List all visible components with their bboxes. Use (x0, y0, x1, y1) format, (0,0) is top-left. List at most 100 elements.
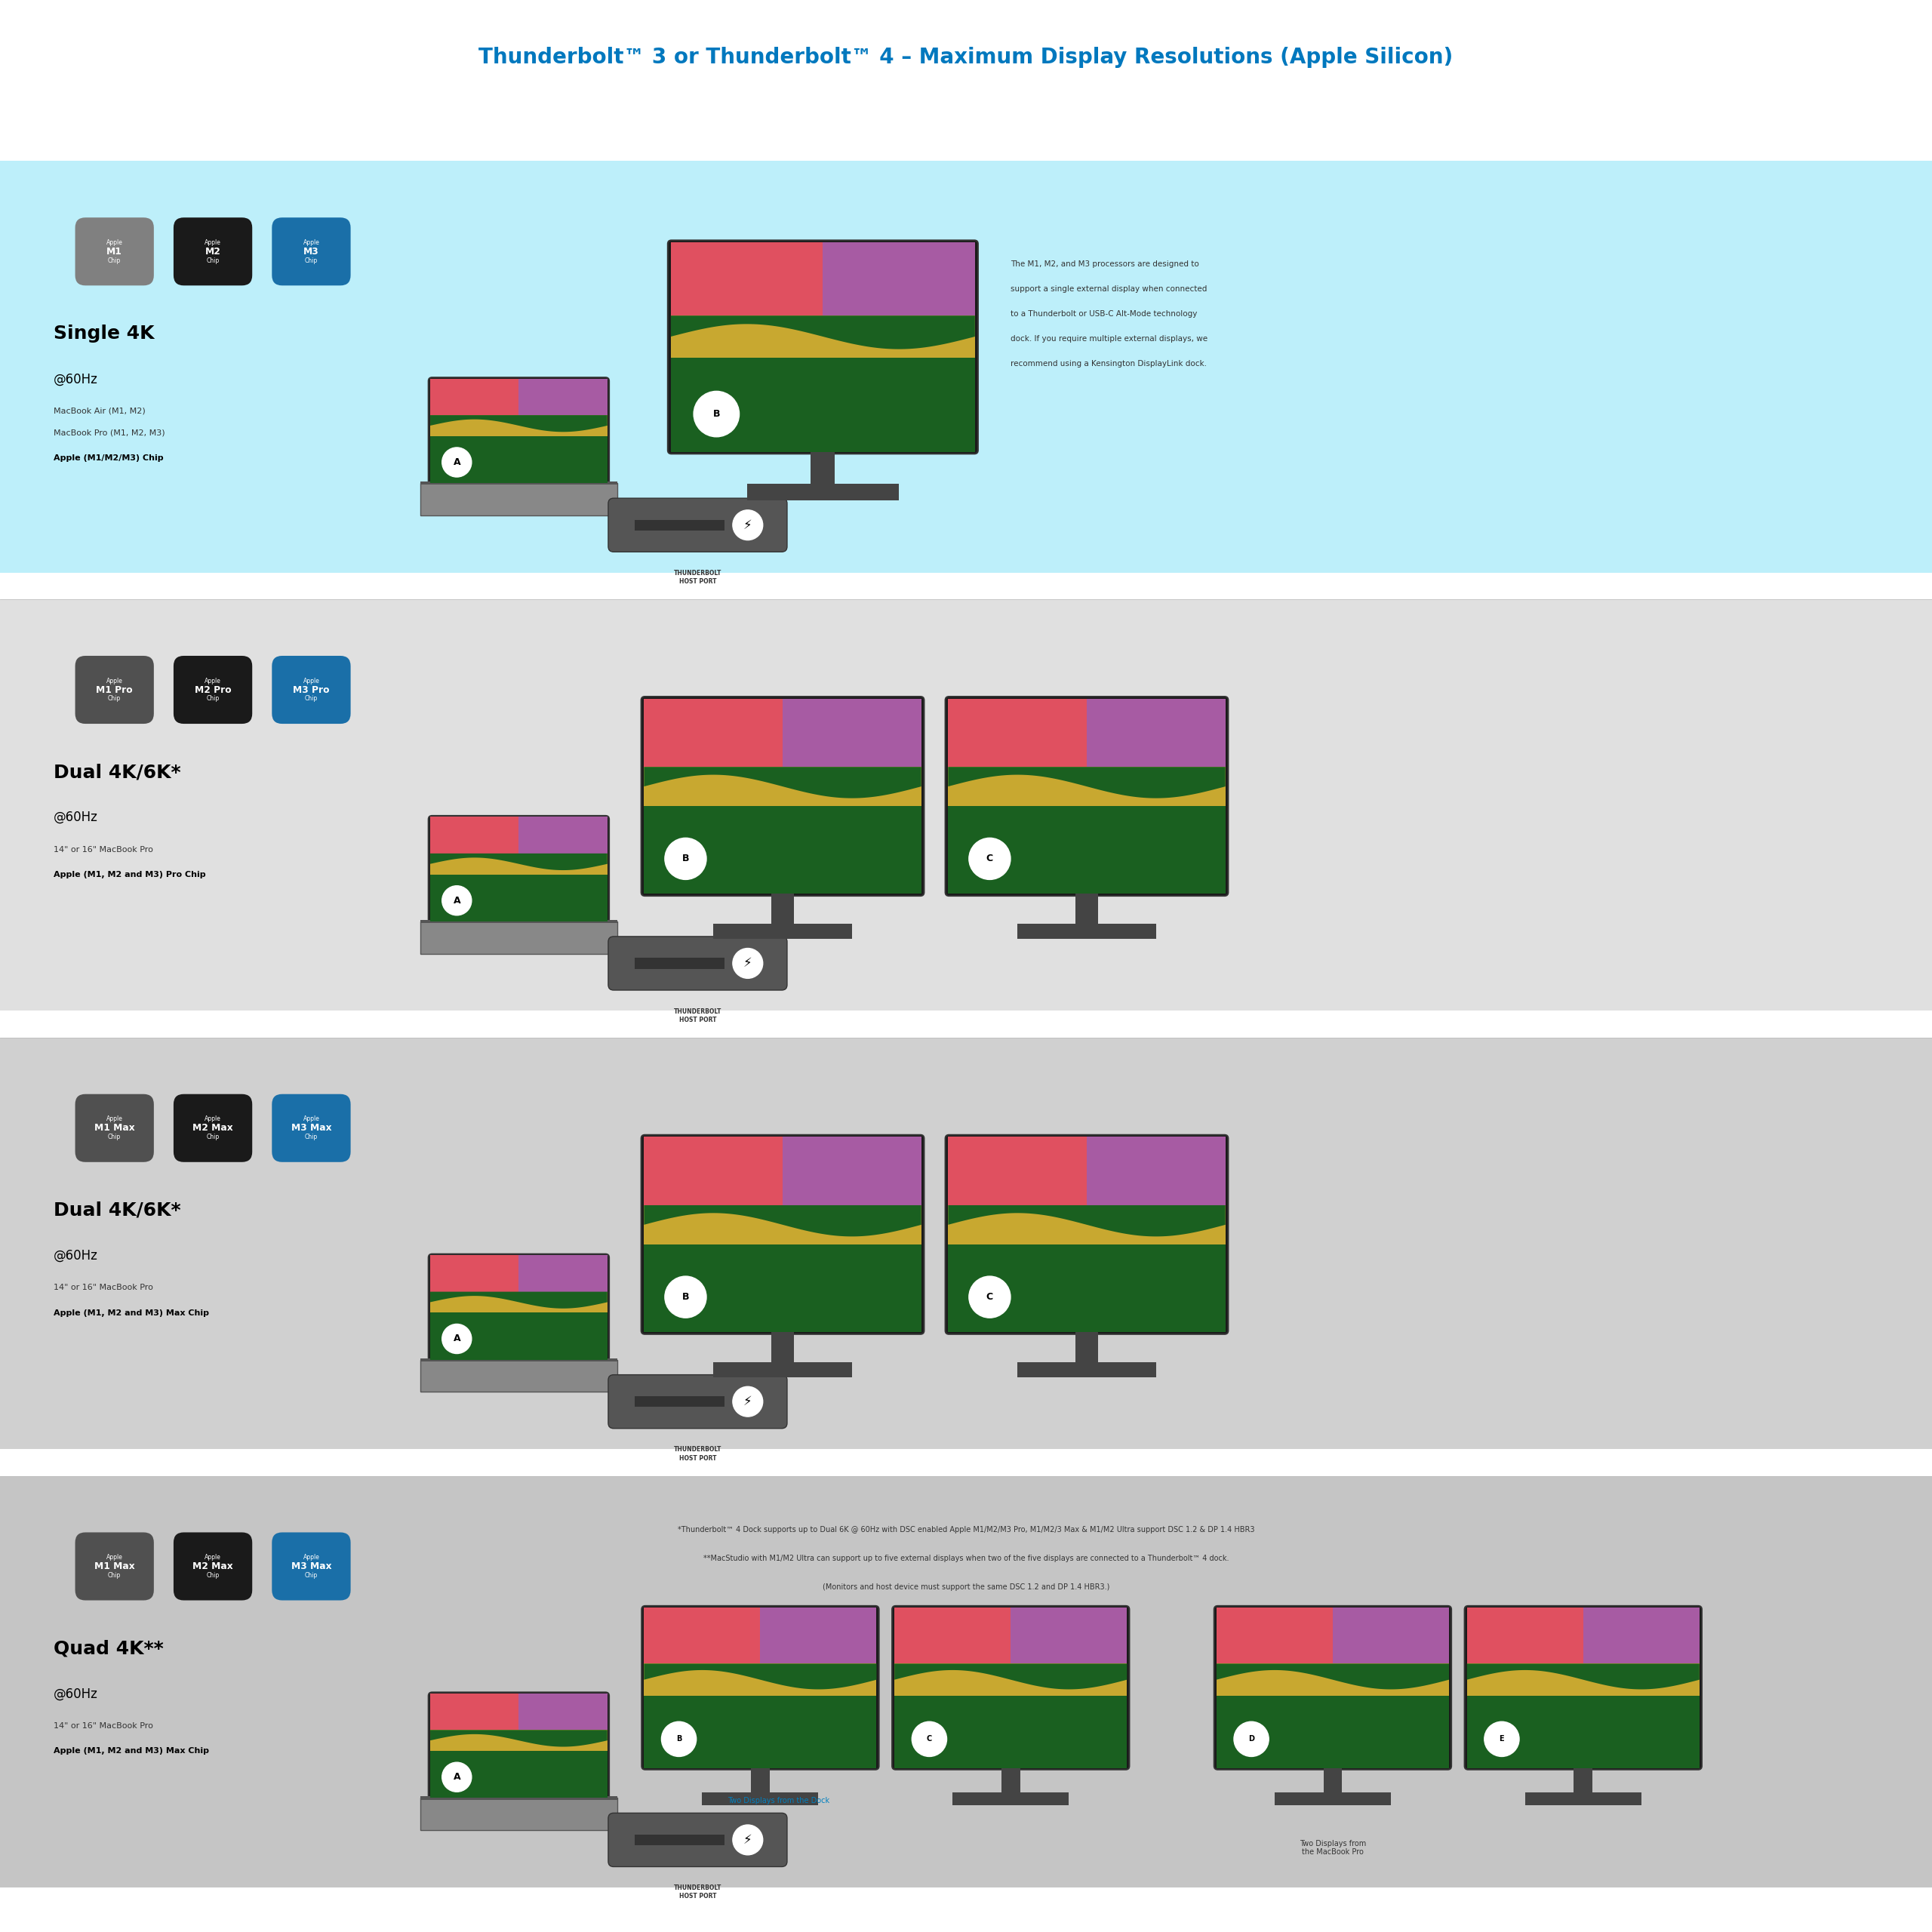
Text: @60Hz: @60Hz (54, 811, 99, 825)
Text: Apple: Apple (303, 240, 319, 245)
FancyBboxPatch shape (75, 655, 155, 724)
FancyBboxPatch shape (174, 1094, 253, 1161)
Bar (643, 1607, 877, 1768)
Bar (1275, 1793, 1391, 1804)
FancyBboxPatch shape (945, 1134, 1229, 1335)
Bar (636, 1397, 724, 1406)
FancyBboxPatch shape (75, 1094, 155, 1161)
Text: M2 Max: M2 Max (193, 1122, 234, 1132)
Text: Chip: Chip (108, 257, 122, 265)
Text: ⚡: ⚡ (744, 1833, 752, 1847)
FancyBboxPatch shape (945, 697, 1229, 896)
Text: M1 Max: M1 Max (95, 1561, 135, 1571)
Bar (761, 1607, 877, 1663)
Text: Apple: Apple (303, 1115, 319, 1122)
Circle shape (732, 1826, 763, 1855)
Polygon shape (643, 1663, 877, 1689)
Polygon shape (431, 1293, 607, 1308)
Bar (431, 1729, 607, 1750)
Bar (421, 1360, 616, 1391)
Bar (1323, 1764, 1343, 1793)
Text: Apple (M1/M2/M3) Chip: Apple (M1/M2/M3) Chip (54, 454, 164, 462)
Text: MacBook Pro (M1, M2, M3): MacBook Pro (M1, M2, M3) (54, 429, 164, 437)
FancyBboxPatch shape (609, 937, 786, 989)
Text: M2 Max: M2 Max (193, 1561, 234, 1571)
Text: @60Hz: @60Hz (54, 373, 99, 386)
Text: Apple (M1, M2 and M3) Pro Chip: Apple (M1, M2 and M3) Pro Chip (54, 871, 207, 879)
Bar (0, 1037, 1932, 1449)
Polygon shape (431, 854, 607, 869)
Text: **MacStudio with M1/M2 Ultra can support up to five external displays when two o: **MacStudio with M1/M2 Ultra can support… (703, 1555, 1229, 1561)
Bar (811, 446, 835, 483)
Bar (636, 958, 724, 968)
Text: B: B (682, 1293, 690, 1302)
Text: Chip: Chip (207, 1134, 220, 1140)
Text: Chip: Chip (108, 696, 122, 701)
Text: M1: M1 (106, 247, 122, 257)
Text: *Thunderbolt™ 4 Dock supports up to Dual 6K @ 60Hz with DSC enabled Apple M1/M2/: *Thunderbolt™ 4 Dock supports up to Dual… (678, 1526, 1254, 1534)
Text: Chip: Chip (108, 1134, 122, 1140)
FancyBboxPatch shape (668, 240, 978, 454)
Circle shape (732, 1387, 763, 1416)
Bar (782, 1136, 922, 1206)
Circle shape (912, 1721, 947, 1756)
Bar (421, 481, 616, 485)
Bar (1076, 1327, 1097, 1362)
FancyBboxPatch shape (272, 218, 350, 286)
Bar (0, 160, 1932, 572)
Circle shape (732, 510, 763, 541)
FancyBboxPatch shape (174, 218, 253, 286)
Bar (949, 699, 1225, 895)
FancyBboxPatch shape (641, 1605, 879, 1770)
Text: B: B (676, 1735, 682, 1743)
Bar (949, 1206, 1225, 1244)
Bar (431, 1750, 607, 1799)
Bar (643, 1136, 922, 1333)
Text: ⚡: ⚡ (744, 956, 752, 970)
Bar (421, 1799, 616, 1830)
FancyBboxPatch shape (609, 498, 786, 553)
Bar (643, 1696, 877, 1768)
Bar (1217, 1607, 1449, 1768)
Bar (431, 1293, 607, 1312)
Text: Apple: Apple (205, 1115, 220, 1122)
Bar (643, 806, 922, 895)
FancyBboxPatch shape (429, 1692, 609, 1799)
Text: Apple: Apple (303, 678, 319, 684)
Text: 14" or 16" MacBook Pro: 14" or 16" MacBook Pro (54, 846, 153, 854)
Text: A: A (454, 458, 460, 468)
Bar (520, 379, 607, 415)
Bar (823, 242, 976, 315)
Text: Apple (M1, M2 and M3) Max Chip: Apple (M1, M2 and M3) Max Chip (54, 1310, 209, 1316)
Bar (1524, 1793, 1642, 1804)
Text: C: C (927, 1735, 931, 1743)
Bar (431, 379, 607, 415)
Bar (431, 1692, 607, 1729)
Bar (643, 1136, 922, 1206)
Circle shape (665, 1277, 707, 1318)
Bar (421, 920, 616, 923)
Circle shape (442, 1762, 471, 1791)
Text: Apple: Apple (205, 1553, 220, 1561)
Bar (431, 1692, 607, 1799)
Text: @60Hz: @60Hz (54, 1687, 99, 1700)
Polygon shape (949, 767, 1225, 798)
Bar (421, 1797, 616, 1799)
Text: ⚡: ⚡ (744, 518, 752, 531)
Polygon shape (1466, 1663, 1700, 1689)
Circle shape (694, 390, 740, 437)
Bar (643, 1607, 877, 1663)
Bar (431, 1256, 607, 1293)
Text: E: E (1499, 1735, 1505, 1743)
Text: THUNDERBOLT
HOST PORT: THUNDERBOLT HOST PORT (674, 1447, 721, 1461)
Text: A: A (454, 1333, 460, 1345)
Text: D: D (1248, 1735, 1254, 1743)
Text: Dual 4K/6K*: Dual 4K/6K* (54, 763, 182, 781)
Text: THUNDERBOLT
HOST PORT: THUNDERBOLT HOST PORT (674, 570, 721, 585)
Circle shape (442, 1323, 471, 1354)
Text: Apple: Apple (106, 1553, 124, 1561)
Bar (949, 1136, 1225, 1206)
Text: Chip: Chip (108, 1573, 122, 1578)
Bar (636, 520, 724, 531)
Polygon shape (643, 767, 922, 798)
